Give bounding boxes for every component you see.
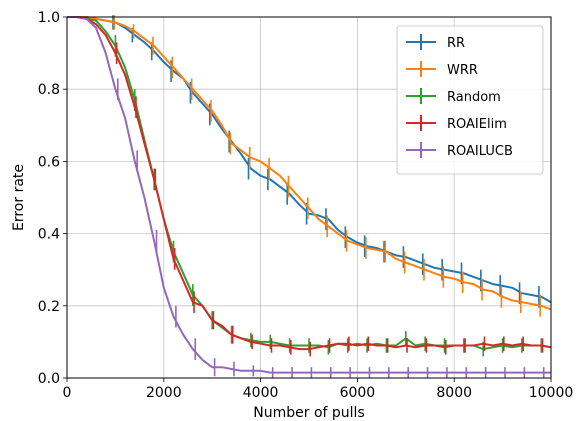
plot-frame — [66, 16, 552, 379]
x-axis-label: Number of pulls — [253, 405, 364, 421]
x-tick-label: 8000 — [436, 385, 472, 401]
series-roailucb — [67, 16, 551, 378]
series-wrr — [67, 15, 552, 317]
ticks: 0 2000 4000 6000 8000 10000 0.0 0.2 0.4 0.6 0.8 1.0 — [38, 10, 574, 401]
x-tick-label: 2000 — [146, 385, 182, 401]
series-layer — [67, 15, 552, 378]
legend-label: ROAIElim — [447, 117, 507, 132]
legend-item-wrr: WRR — [406, 61, 478, 78]
x-tick-label: 0 — [63, 385, 72, 401]
legend-label: Random — [447, 90, 501, 105]
y-tick-label: 0.4 — [38, 227, 60, 243]
series-line — [67, 16, 552, 311]
series-line — [67, 16, 551, 374]
y-tick-label: 1.0 — [38, 10, 60, 26]
legend-item-rr: RR — [406, 34, 465, 51]
y-tick-label: 0.0 — [38, 371, 60, 387]
y-tick-label: 0.8 — [38, 82, 60, 98]
x-tick-label: 10000 — [529, 385, 574, 401]
series-line — [67, 16, 552, 304]
y-axis-label: Error rate — [11, 164, 27, 231]
legend-item-roailucb: ROAILUCB — [406, 142, 513, 159]
x-tick-label: 4000 — [243, 385, 279, 401]
legend: RR WRR Random ROAIElim ROAILUCB — [396, 25, 544, 175]
series-roaielim — [67, 16, 552, 357]
legend-label: RR — [447, 36, 465, 51]
y-tick-label: 0.6 — [38, 154, 60, 170]
legend-item-random: Random — [406, 88, 501, 105]
legend-label: ROAILUCB — [447, 144, 513, 159]
y-tick-label: 0.2 — [38, 299, 60, 315]
legend-label: WRR — [447, 63, 478, 78]
series-line — [67, 16, 552, 351]
x-tick-label: 6000 — [340, 385, 376, 401]
legend-box — [396, 25, 544, 175]
legend-item-roaielim: ROAIElim — [406, 115, 507, 132]
